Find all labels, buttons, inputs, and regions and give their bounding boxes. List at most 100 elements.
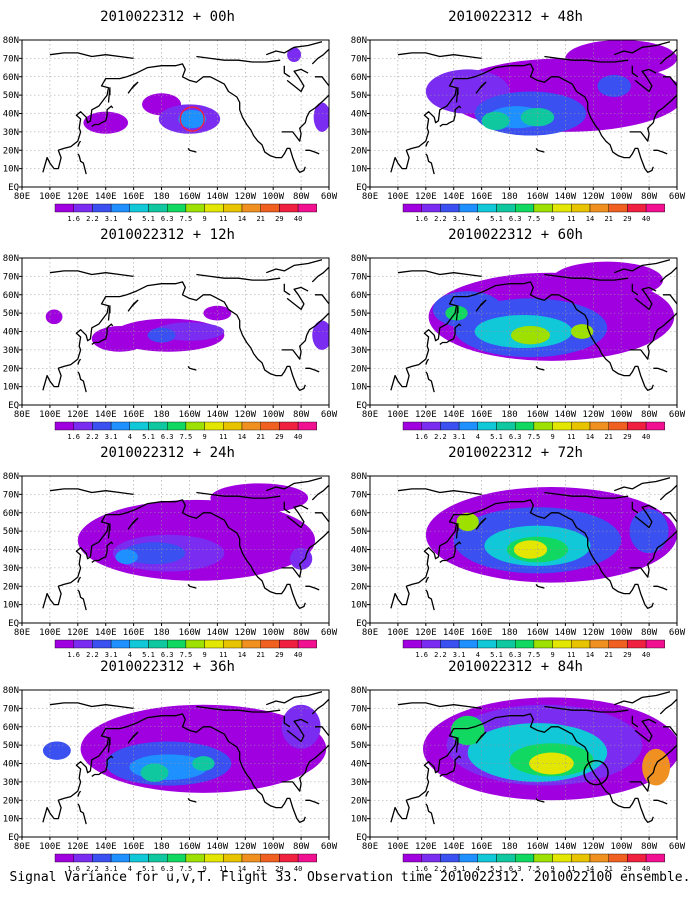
coastlines	[390, 691, 677, 825]
panel-title: 2010022312 + 12h	[100, 227, 235, 243]
coastline	[397, 270, 482, 278]
coastline	[286, 286, 309, 311]
coastline	[107, 523, 111, 539]
lat-tick-label: EQ	[8, 833, 19, 843]
lat-tick-label: 40N	[351, 328, 367, 338]
colorbar-label: 4	[476, 865, 480, 873]
colorbar-label: 40	[642, 865, 650, 873]
colorbar-swatch	[421, 853, 441, 863]
coastline	[397, 52, 482, 60]
lon-tick-label: 140W	[555, 192, 577, 202]
coastline	[634, 718, 657, 743]
colorbar-label: 14	[238, 433, 246, 441]
colorbar-swatch	[148, 639, 168, 649]
colorbar-swatch	[92, 853, 112, 863]
colorbar-swatch	[645, 421, 665, 431]
coastline	[127, 731, 139, 744]
variance-region	[115, 549, 138, 565]
coastline	[305, 799, 320, 805]
colorbar-swatch	[204, 203, 224, 213]
map-panel: 2010022312 + 24h EQ 10N 20N 30N 40N 50N 60N 70N 8…	[3, 445, 338, 659]
colorbar-swatch	[54, 639, 74, 649]
coastline	[42, 713, 306, 823]
colorbar-swatch	[627, 421, 647, 431]
map-panel: 2010022312 + 60h EQ 10N 20N 30N 40N 50N 60N 70N 8…	[351, 227, 686, 441]
lat-tick-label: 70N	[3, 704, 19, 714]
colorbar-label: 6.3	[509, 651, 522, 659]
lon-tick-label: 160E	[123, 192, 145, 202]
variance-region	[642, 748, 671, 786]
lat-tick-label: 60N	[3, 73, 19, 83]
colorbar-swatch	[515, 639, 535, 649]
lon-tick-label: 160E	[471, 842, 493, 852]
colorbar-swatch	[223, 639, 243, 649]
lon-tick-label: 100W	[610, 628, 632, 638]
colorbar-label: 3.1	[105, 433, 118, 441]
coastline	[49, 488, 134, 496]
lat-tick-label: 20N	[3, 796, 19, 806]
variance-region	[510, 325, 551, 345]
coastline	[653, 149, 668, 155]
lon-tick-label: 100E	[387, 628, 409, 638]
colorbar-swatch	[627, 639, 647, 649]
coastline	[425, 140, 430, 147]
colorbar-label: 9	[202, 215, 206, 223]
coastline	[663, 512, 677, 523]
colorbar-label: 40	[294, 433, 302, 441]
colorbar-label: 40	[642, 433, 650, 441]
lon-tick-label: 180	[501, 628, 517, 638]
lon-tick-label: 160W	[527, 842, 549, 852]
lon-tick-label: 120E	[415, 842, 437, 852]
colorbar-label: 1.6	[415, 215, 428, 223]
coastline	[77, 576, 82, 583]
colorbar-label: 9	[202, 651, 206, 659]
coastline	[127, 81, 139, 94]
lon-tick-label: 100E	[39, 842, 61, 852]
coastline	[311, 266, 329, 283]
variance-region	[456, 512, 479, 532]
lon-tick-label: 140E	[443, 628, 465, 638]
variance-region	[42, 741, 71, 760]
colorbar-swatch	[54, 421, 74, 431]
coastline	[187, 798, 197, 803]
observation-marker	[583, 759, 609, 786]
colorbar-swatch	[571, 639, 591, 649]
lon-tick-label: 120W	[582, 842, 604, 852]
colorbar-swatch	[54, 853, 74, 863]
lat-tick-label: 10N	[351, 601, 367, 611]
lon-tick-label: 140E	[95, 192, 117, 202]
colorbar-label: 40	[294, 215, 302, 223]
lon-tick-label: 180	[501, 410, 517, 420]
lat-tick-label: 30N	[351, 128, 367, 138]
colorbar-swatch	[589, 203, 609, 213]
colorbar-label: 6.3	[509, 865, 522, 873]
colorbar-swatch	[92, 203, 112, 213]
lat-tick-label: 40N	[3, 760, 19, 770]
colorbar-swatch	[73, 639, 93, 649]
panel-title: 2010022312 + 84h	[448, 659, 583, 675]
coastline	[107, 87, 111, 103]
colorbar-swatch	[552, 421, 572, 431]
map-panel: 2010022312 + 36h EQ 10N 20N 30N 40N 50N 60N 70N 8…	[3, 659, 338, 873]
colorbar-swatch	[533, 421, 553, 431]
coastline	[390, 63, 654, 173]
colorbar-label: 3.1	[453, 865, 466, 873]
colorbar-swatch	[627, 203, 647, 213]
lat-tick-label: 70N	[351, 490, 367, 500]
colorbar-label: 2.2	[434, 215, 447, 223]
colorbar-swatch	[223, 853, 243, 863]
map-grid	[370, 690, 677, 837]
colorbar-label: 4	[476, 433, 480, 441]
variance-region	[597, 74, 631, 97]
colorbar-label: 7.5	[528, 865, 541, 873]
lon-tick-label: 120W	[234, 628, 256, 638]
colorbar-swatch	[533, 639, 553, 649]
coastline	[544, 273, 629, 281]
lon-tick-label: 100W	[610, 410, 632, 420]
colorbar-swatch	[477, 203, 497, 213]
coastline	[311, 484, 329, 501]
lat-tick-label: 50N	[351, 309, 367, 319]
colorbar-swatch	[166, 639, 187, 649]
coastline	[283, 65, 291, 78]
colorbar-swatch	[496, 639, 516, 649]
